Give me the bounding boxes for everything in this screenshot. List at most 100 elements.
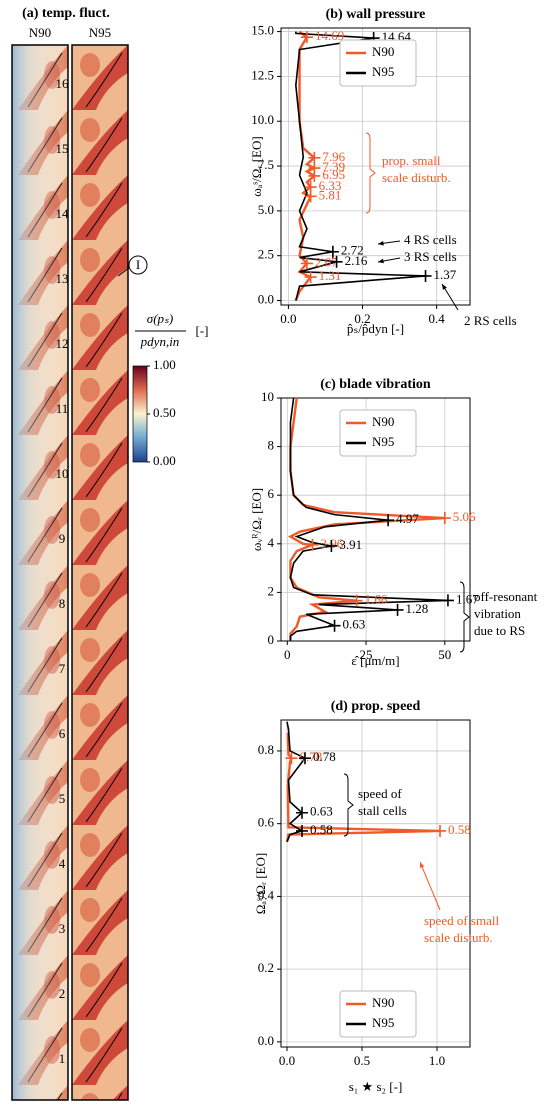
annotation: stall cells: [358, 803, 407, 818]
annotation: prop. small: [382, 153, 441, 168]
peak-marker: [419, 269, 432, 282]
annotation: vibration: [474, 606, 521, 621]
peak-label: 1.37: [434, 267, 457, 282]
strip-n95: [72, 45, 128, 1100]
legend-label: N95: [372, 64, 394, 79]
peak-marker: [296, 806, 308, 819]
pointer: [117, 267, 130, 277]
peak-label: 0.63: [343, 617, 366, 632]
x-tick-label: 0.2: [354, 311, 370, 326]
legend-box: [339, 39, 417, 87]
y-tick-label: 10.0: [251, 112, 274, 127]
y-tick-label: 2.5: [258, 247, 274, 262]
peak-marker: [300, 257, 313, 270]
peak-label: 2.07: [315, 254, 338, 269]
passage-label: 7: [59, 661, 66, 676]
peak-label: 0.63: [310, 804, 333, 819]
y-tick-label: 7.5: [258, 157, 274, 172]
arrow-head: [378, 240, 384, 246]
peak-label: 3.91: [339, 537, 362, 552]
annotation: 2 RS cells: [464, 313, 517, 328]
series-line: [289, 397, 448, 641]
brace: [459, 581, 470, 653]
strip-frame: [11, 44, 69, 1101]
legend-label: N95: [372, 434, 394, 449]
peak-label: 1.31: [319, 268, 342, 283]
peak-marker: [350, 594, 363, 607]
y-tick-label: 12.5: [251, 67, 274, 82]
peak-label: 1.67: [456, 591, 479, 606]
colorbar-tick-label: 0.00: [153, 453, 176, 468]
panel-title: (b) wall pressure: [326, 7, 426, 22]
passage-label: 9: [59, 531, 66, 546]
arrow-head: [419, 862, 425, 868]
series-line: [286, 721, 307, 843]
y-tick-label: 8: [268, 438, 275, 453]
peak-marker: [328, 619, 341, 632]
legend-label: N90: [372, 414, 394, 429]
colorbar-label: pdyn,in: [140, 334, 180, 349]
peak-label: 14.69: [315, 28, 344, 43]
panel-title: (d) prop. speed: [331, 699, 421, 714]
peak-marker: [325, 539, 338, 552]
y-tick-label: 0.2: [258, 960, 274, 975]
x-tick-label: 0.0: [280, 311, 296, 326]
plot-frame: [280, 397, 471, 642]
peak-label: 6.33: [319, 178, 342, 193]
passage-label: 10: [56, 466, 69, 481]
peak-label: 1.66: [365, 592, 388, 607]
arrow: [419, 861, 441, 911]
peak-marker: [330, 255, 343, 268]
x-tick-label: 1.0: [429, 1053, 445, 1068]
x-axis-label: p̂ₛ/p̂dyn [-]: [347, 321, 404, 336]
peak-label: 7.96: [322, 149, 345, 164]
annotation: scale disturb.: [382, 170, 451, 185]
x-tick-label: 0.5: [354, 1053, 370, 1068]
passage-label: 11: [56, 401, 69, 416]
y-tick-label: 6: [268, 486, 275, 501]
y-axis-label: ωᵥᴿ/Ωᵣ [EO]: [249, 488, 264, 551]
colorbar-tick-label: 1.00: [153, 357, 176, 372]
x-tick-label: 0.4: [429, 311, 446, 326]
plot-frame: [280, 719, 471, 1048]
legend-box: [339, 409, 417, 457]
y-axis-label: Ωₐˢ/Ωᵣ [EO]: [253, 853, 268, 914]
peak-marker: [434, 824, 446, 837]
peak-marker: [438, 512, 451, 525]
passage-label: 14: [56, 206, 70, 221]
peak-marker: [308, 169, 321, 182]
peak-marker: [304, 271, 317, 284]
x-tick-label: 25: [360, 647, 373, 662]
peak-label: 6.95: [322, 167, 345, 182]
passage-label: 3: [59, 921, 66, 936]
y-tick-label: 2: [268, 583, 275, 598]
strip-frame: [71, 44, 129, 1101]
annotation: 4 RS cells: [404, 232, 457, 247]
column-label: N95: [89, 25, 111, 40]
peak-marker: [300, 31, 313, 44]
colorbar-label: [-]: [196, 323, 209, 338]
brace: [343, 773, 354, 837]
x-axis-label: s₁ ★ s₂ [-]: [349, 1079, 403, 1094]
x-tick-label: 0.0: [279, 1053, 295, 1068]
peak-label: 7.39: [322, 159, 345, 174]
plot-frame: [280, 27, 471, 306]
y-tick-label: 0.0: [258, 1033, 274, 1048]
annotation: off-resonant: [474, 589, 538, 604]
peak-label: 0.78: [313, 749, 336, 764]
y-tick-label: 5.0: [258, 202, 274, 217]
annotation: scale disturb.: [424, 930, 493, 945]
annotation: 3 RS cells: [404, 249, 457, 264]
peak-label: 2.16: [345, 253, 368, 268]
peak-marker: [326, 245, 339, 258]
peak-marker: [285, 752, 298, 765]
passage-label: 2: [59, 986, 66, 1001]
y-tick-label: 0.0: [258, 292, 274, 307]
marker-circle: [128, 255, 148, 275]
column-label: N90: [29, 25, 51, 40]
colorbar-tick-label: 0.50: [153, 405, 176, 420]
y-tick-label: 0.6: [258, 815, 275, 830]
passage-label: 8: [59, 596, 66, 611]
peak-marker: [304, 190, 317, 203]
